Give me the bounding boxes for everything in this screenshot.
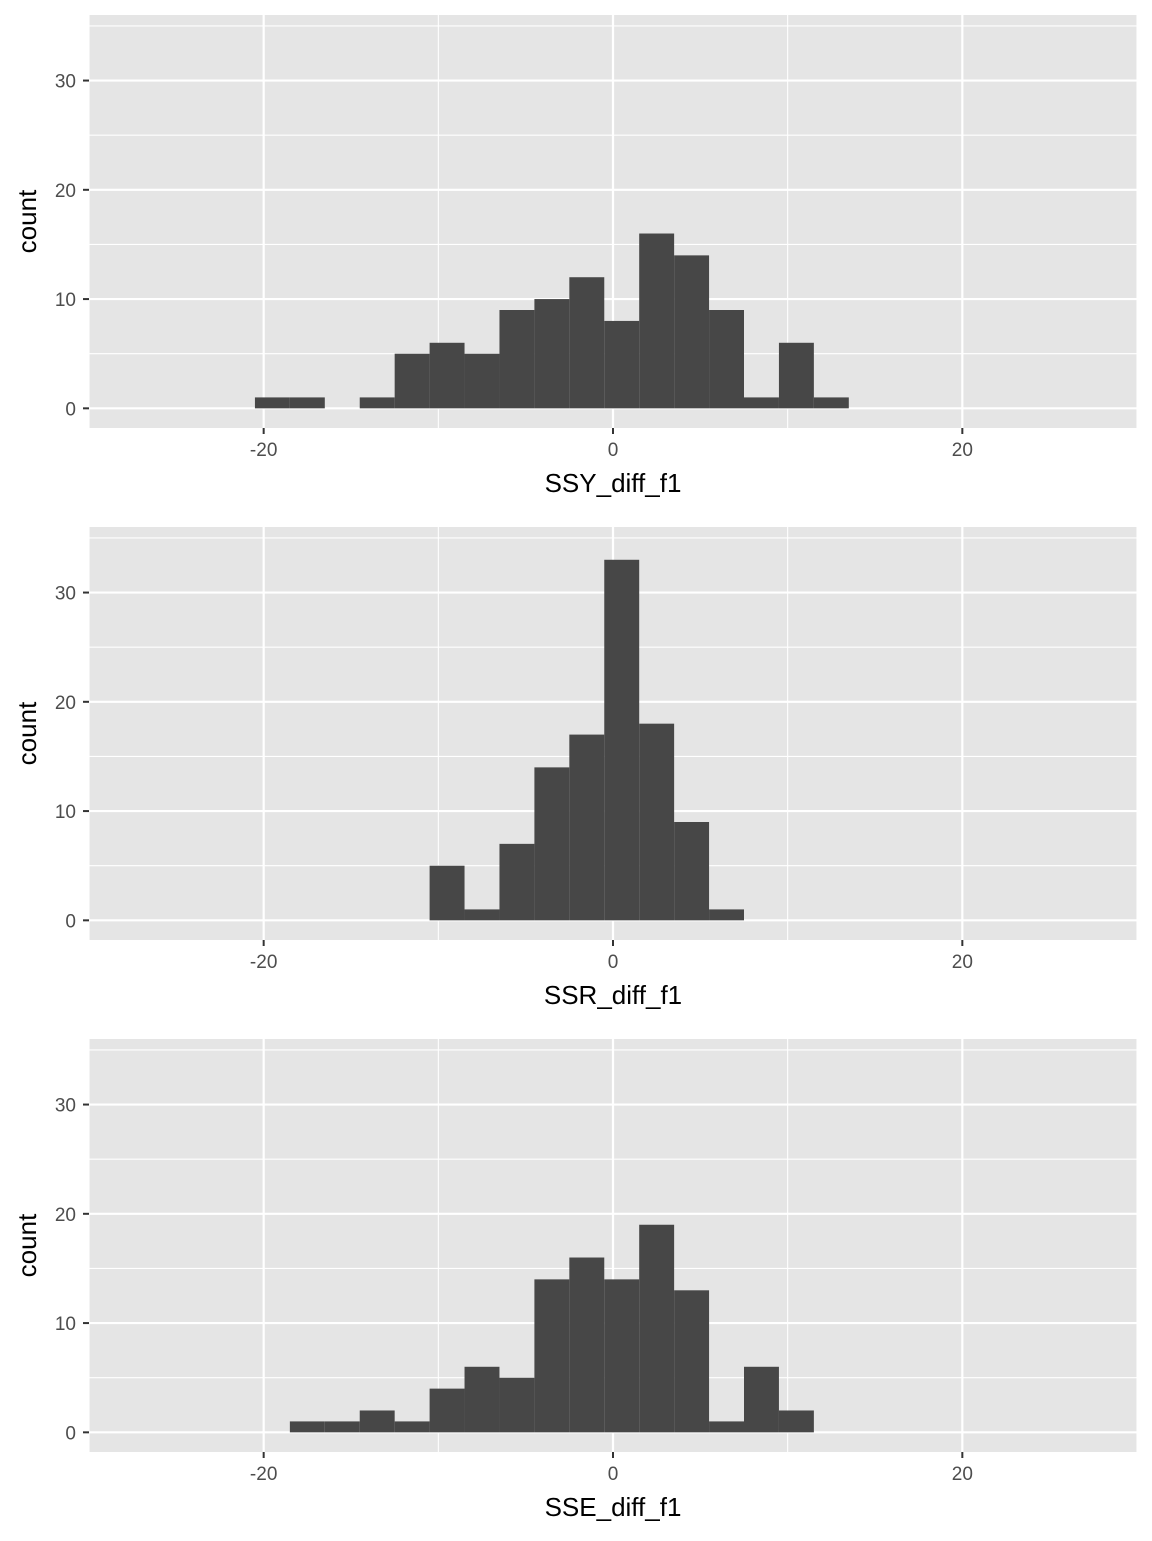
y-tick-label: 20 xyxy=(55,181,76,202)
histogram-bar xyxy=(604,320,640,409)
histogram-bar xyxy=(569,277,605,409)
histogram-bar xyxy=(604,559,640,921)
histogram-panel: -20 0 20 0 10 20 30 SSY_diff_f1 count xyxy=(12,15,1138,498)
x-tick-label: 0 xyxy=(608,440,619,461)
y-axis-title: count xyxy=(12,1213,42,1277)
histogram-bar xyxy=(709,310,744,409)
histogram-bar xyxy=(534,1279,570,1433)
y-axis-title: count xyxy=(12,701,42,765)
x-tick-label: 20 xyxy=(952,952,973,973)
y-tick-label: 30 xyxy=(55,584,76,605)
histogram-bar xyxy=(359,397,395,409)
x-tick-label: -20 xyxy=(250,440,277,461)
y-tick-label: 0 xyxy=(65,911,76,932)
y-axis-title: count xyxy=(12,189,42,253)
histogram-bar xyxy=(639,233,675,409)
histogram-bar xyxy=(674,255,710,409)
histogram-bar xyxy=(394,353,430,409)
histogram-bar xyxy=(464,909,500,921)
histogram-bar xyxy=(464,1366,500,1433)
histogram-bar xyxy=(639,723,675,921)
histogram-bar xyxy=(813,397,849,409)
histogram-bar xyxy=(429,342,465,409)
histogram-bar xyxy=(394,1421,430,1433)
y-tick-label: 0 xyxy=(65,399,76,420)
histogram-bar xyxy=(324,1421,360,1433)
histogram-bar xyxy=(429,865,465,921)
histogram-bar xyxy=(569,1257,605,1433)
histogram-bar xyxy=(254,397,290,409)
histogram-bar xyxy=(499,310,535,409)
y-tick-label: 10 xyxy=(55,802,76,823)
histogram-bar xyxy=(464,353,500,409)
histogram-bar xyxy=(359,1410,395,1433)
histogram-bar xyxy=(674,1290,710,1433)
x-tick-label: 20 xyxy=(952,440,973,461)
histogram-bar xyxy=(744,1366,779,1433)
histogram-bar xyxy=(499,1377,535,1433)
x-axis-title: SSY_diff_f1 xyxy=(545,468,682,498)
x-tick-label: 0 xyxy=(608,1464,619,1485)
x-tick-label: 20 xyxy=(952,1464,973,1485)
x-axis-title: SSE_diff_f1 xyxy=(545,1492,682,1522)
histogram-bar xyxy=(674,822,710,921)
x-tick-label: -20 xyxy=(250,952,277,973)
y-tick-label: 20 xyxy=(55,1205,76,1226)
histogram-panel: -20 0 20 0 10 20 30 SSR_diff_f1 count xyxy=(12,527,1138,1010)
histogram-bar xyxy=(429,1388,465,1433)
histogram-bar xyxy=(709,1421,744,1433)
x-tick-label: -20 xyxy=(250,1464,277,1485)
histogram-bar xyxy=(744,397,779,409)
y-tick-label: 30 xyxy=(55,72,76,93)
y-tick-label: 0 xyxy=(65,1423,76,1444)
y-tick-label: 30 xyxy=(55,1096,76,1117)
histogram-panel: -20 0 20 0 10 20 30 SSE_diff_f1 count xyxy=(12,1039,1138,1522)
y-tick-label: 10 xyxy=(55,290,76,311)
histogram-bar xyxy=(604,1279,640,1433)
histogram-bar xyxy=(639,1224,675,1433)
histogram-bar xyxy=(534,767,570,921)
y-tick-label: 10 xyxy=(55,1314,76,1335)
histogram-bar xyxy=(778,1410,814,1433)
histogram-bar xyxy=(499,843,535,921)
histogram-bar xyxy=(534,299,570,409)
histogram-bar xyxy=(289,397,325,409)
x-axis-title: SSR_diff_f1 xyxy=(544,980,682,1010)
histogram-bar xyxy=(778,342,814,409)
x-tick-label: 0 xyxy=(608,952,619,973)
histogram-bar xyxy=(709,909,744,921)
histogram-bar xyxy=(289,1421,325,1433)
histogram-bar xyxy=(569,734,605,921)
y-tick-label: 20 xyxy=(55,693,76,714)
